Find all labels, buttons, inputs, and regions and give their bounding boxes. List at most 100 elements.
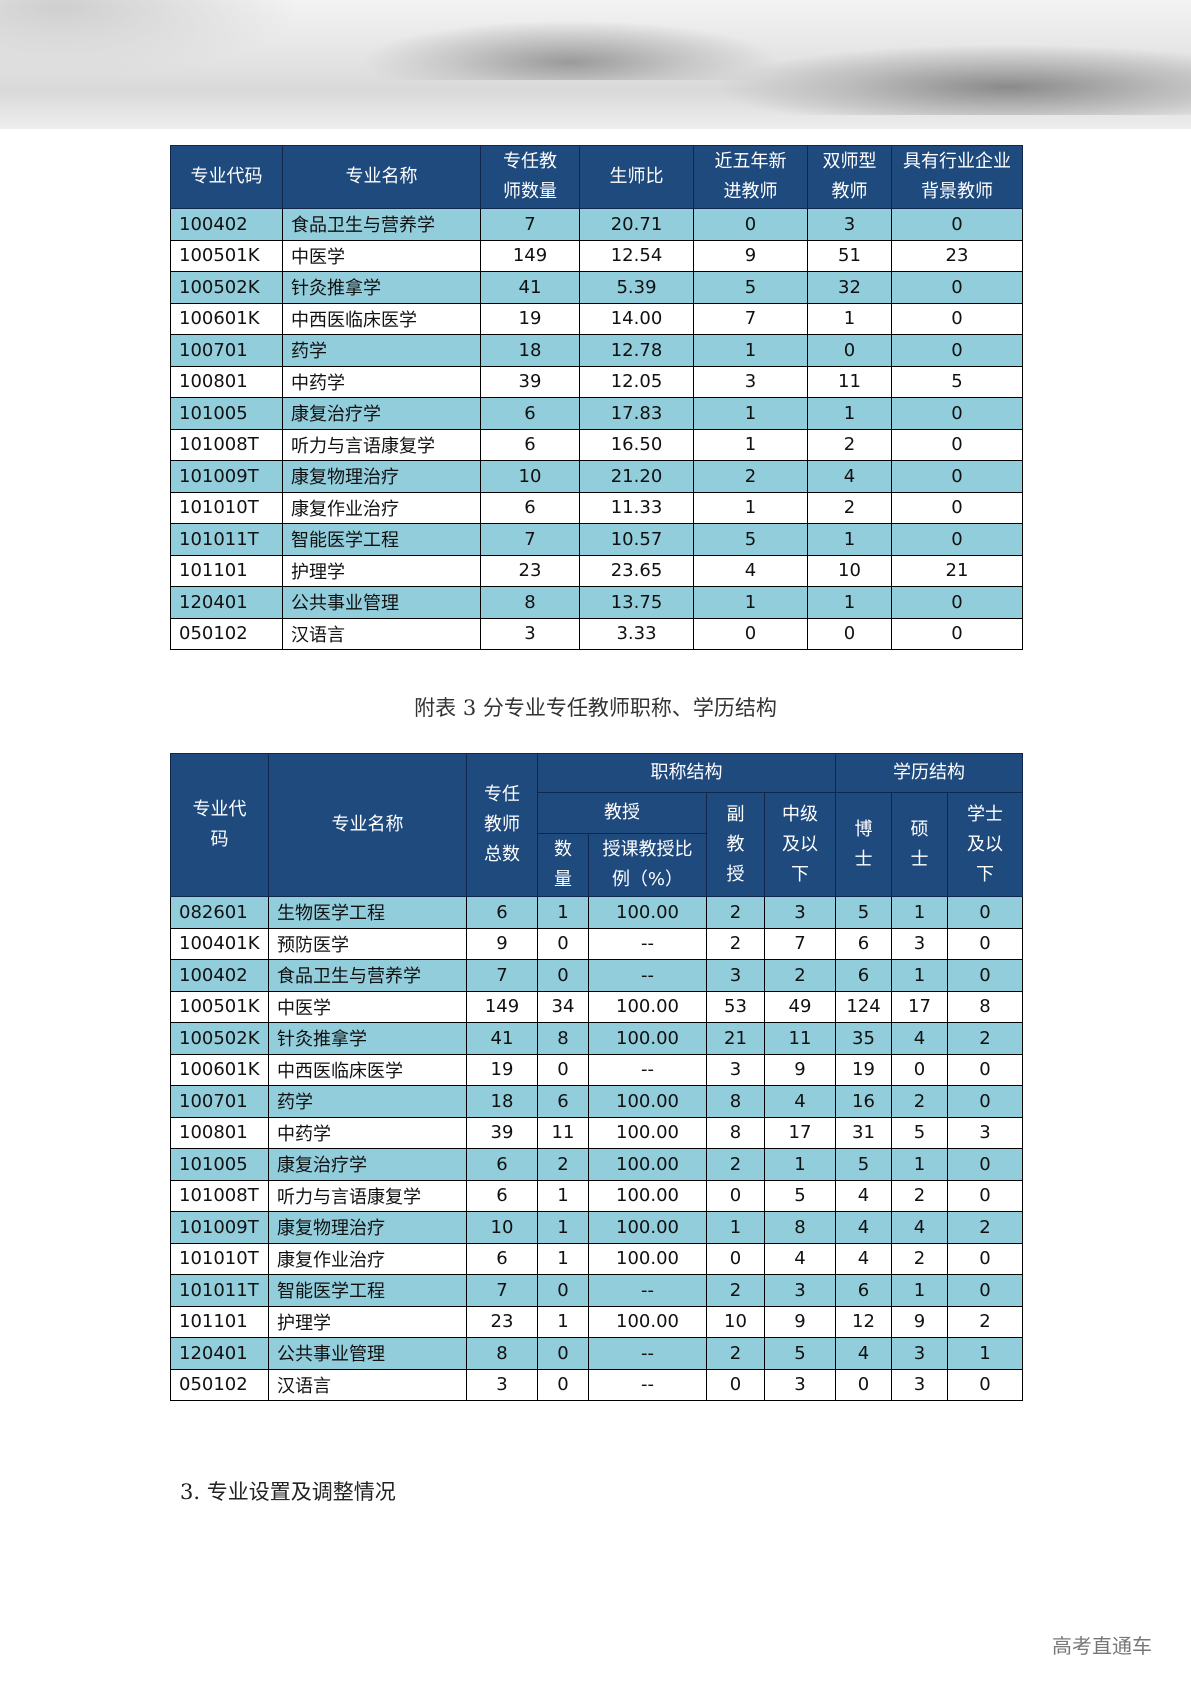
value-cell: -- [588, 1337, 707, 1370]
value-cell: 20.71 [579, 208, 694, 241]
value-cell: 6 [480, 428, 580, 461]
value-cell: 3 [946, 1116, 1024, 1149]
major-name-cell: 康复物理治疗 [268, 1211, 467, 1244]
value-cell: 39 [480, 365, 580, 398]
header-professor: 教授 [537, 792, 707, 834]
major-code-cell: 101009T [170, 1211, 269, 1244]
value-cell: 10 [706, 1305, 765, 1338]
value-cell: 2 [891, 1242, 948, 1275]
major-code-cell: 101101 [170, 1305, 269, 1338]
header-professor-ratio: 授课教授比例（%） [588, 833, 707, 897]
major-name-cell: 康复治疗学 [282, 397, 481, 430]
header-cell: 具有行业企业背景教师 [891, 145, 1023, 209]
value-cell: 0 [835, 1368, 892, 1401]
table-row: 101009T 康复物理治疗 10 21.20 2 4 0 [170, 460, 1023, 493]
value-cell: 0 [537, 1368, 589, 1401]
value-cell: 1 [537, 896, 589, 929]
value-cell: 0 [693, 617, 808, 650]
value-cell: 2 [537, 1148, 589, 1181]
table-row: 050102 汉语言 3 0 -- 0 3 0 3 0 [170, 1368, 1024, 1401]
value-cell: 100.00 [588, 1305, 707, 1338]
value-cell: 4 [807, 460, 892, 493]
major-name-cell: 智能医学工程 [268, 1274, 467, 1307]
table-row: 101008T 听力与言语康复学 6 16.50 1 2 0 [170, 428, 1023, 461]
value-cell: 0 [891, 428, 1023, 461]
value-cell: 18 [480, 334, 580, 367]
value-cell: 3 [891, 1337, 948, 1370]
value-cell: 2 [706, 1148, 765, 1181]
major-code-cell: 101009T [170, 460, 283, 493]
table-row: 100402 食品卫生与营养学 7 20.71 0 3 0 [170, 208, 1023, 241]
value-cell: 1 [537, 1242, 589, 1275]
value-cell: 124 [835, 990, 892, 1023]
table-row: 100601K 中西医临床医学 19 0 -- 3 9 19 0 0 [170, 1053, 1024, 1086]
value-cell: 17.83 [579, 397, 694, 430]
value-cell: 0 [891, 208, 1023, 241]
value-cell: 0 [693, 208, 808, 241]
table-row: 100801 中药学 39 12.05 3 11 5 [170, 365, 1023, 398]
value-cell: 6 [466, 1242, 538, 1275]
value-cell: 4 [835, 1179, 892, 1212]
value-cell: 9 [764, 1053, 836, 1086]
major-name-cell: 康复物理治疗 [282, 460, 481, 493]
value-cell: 8 [466, 1337, 538, 1370]
value-cell: 32 [807, 271, 892, 304]
value-cell: 16.50 [579, 428, 694, 461]
value-cell: 0 [946, 927, 1024, 960]
header-cell: 专任教师数量 [480, 145, 580, 209]
major-code-cell: 101010T [170, 1242, 269, 1275]
value-cell: 3 [764, 1368, 836, 1401]
value-cell: 23 [466, 1305, 538, 1338]
value-cell: 0 [891, 334, 1023, 367]
value-cell: 2 [764, 959, 836, 992]
section-heading: 3. 专业设置及调整情况 [180, 1480, 396, 1504]
value-cell: 3.33 [579, 617, 694, 650]
value-cell: 6 [835, 1274, 892, 1307]
value-cell: 0 [946, 1368, 1024, 1401]
value-cell: -- [588, 1053, 707, 1086]
value-cell: 23 [891, 239, 1023, 272]
value-cell: 8 [706, 1116, 765, 1149]
value-cell: 5 [891, 365, 1023, 398]
value-cell: 6 [466, 1148, 538, 1181]
major-code-cell: 101005 [170, 1148, 269, 1181]
value-cell: 23 [480, 554, 580, 587]
header-bachelor: 学士及以下 [946, 792, 1024, 897]
value-cell: 3 [706, 1053, 765, 1086]
table-row: 100502K 针灸推拿学 41 5.39 5 32 0 [170, 271, 1023, 304]
major-name-cell: 公共事业管理 [268, 1337, 467, 1370]
value-cell: 2 [946, 1211, 1024, 1244]
major-name-cell: 康复治疗学 [268, 1148, 467, 1181]
table-row: 100701 药学 18 12.78 1 0 0 [170, 334, 1023, 367]
table-row: 100402 食品卫生与营养学 7 0 -- 3 2 6 1 0 [170, 959, 1024, 992]
value-cell: 6 [835, 927, 892, 960]
value-cell: 6 [480, 491, 580, 524]
major-code-cell: 100501K [170, 239, 283, 272]
value-cell: 100.00 [588, 1085, 707, 1118]
value-cell: 1 [537, 1211, 589, 1244]
header-associate-professor: 副教授 [706, 792, 765, 897]
value-cell: 0 [537, 1274, 589, 1307]
major-name-cell: 生物医学工程 [268, 896, 467, 929]
header-cell: 专业名称 [282, 145, 481, 209]
value-cell: 3 [480, 617, 580, 650]
value-cell: 0 [946, 896, 1024, 929]
value-cell: 5 [764, 1337, 836, 1370]
major-name-cell: 康复作业治疗 [268, 1242, 467, 1275]
value-cell: 5 [693, 523, 808, 556]
value-cell: 100.00 [588, 990, 707, 1023]
value-cell: 3 [891, 1368, 948, 1401]
value-cell: 1 [693, 586, 808, 619]
value-cell: 10 [466, 1211, 538, 1244]
major-name-cell: 智能医学工程 [282, 523, 481, 556]
major-name-cell: 汉语言 [282, 617, 481, 650]
value-cell: 5 [764, 1179, 836, 1212]
value-cell: 100.00 [588, 1242, 707, 1275]
value-cell: 1 [891, 959, 948, 992]
value-cell: 3 [764, 896, 836, 929]
value-cell: 1 [807, 397, 892, 430]
value-cell: 1 [693, 334, 808, 367]
value-cell: 34 [537, 990, 589, 1023]
value-cell: 0 [891, 271, 1023, 304]
value-cell: 8 [480, 586, 580, 619]
